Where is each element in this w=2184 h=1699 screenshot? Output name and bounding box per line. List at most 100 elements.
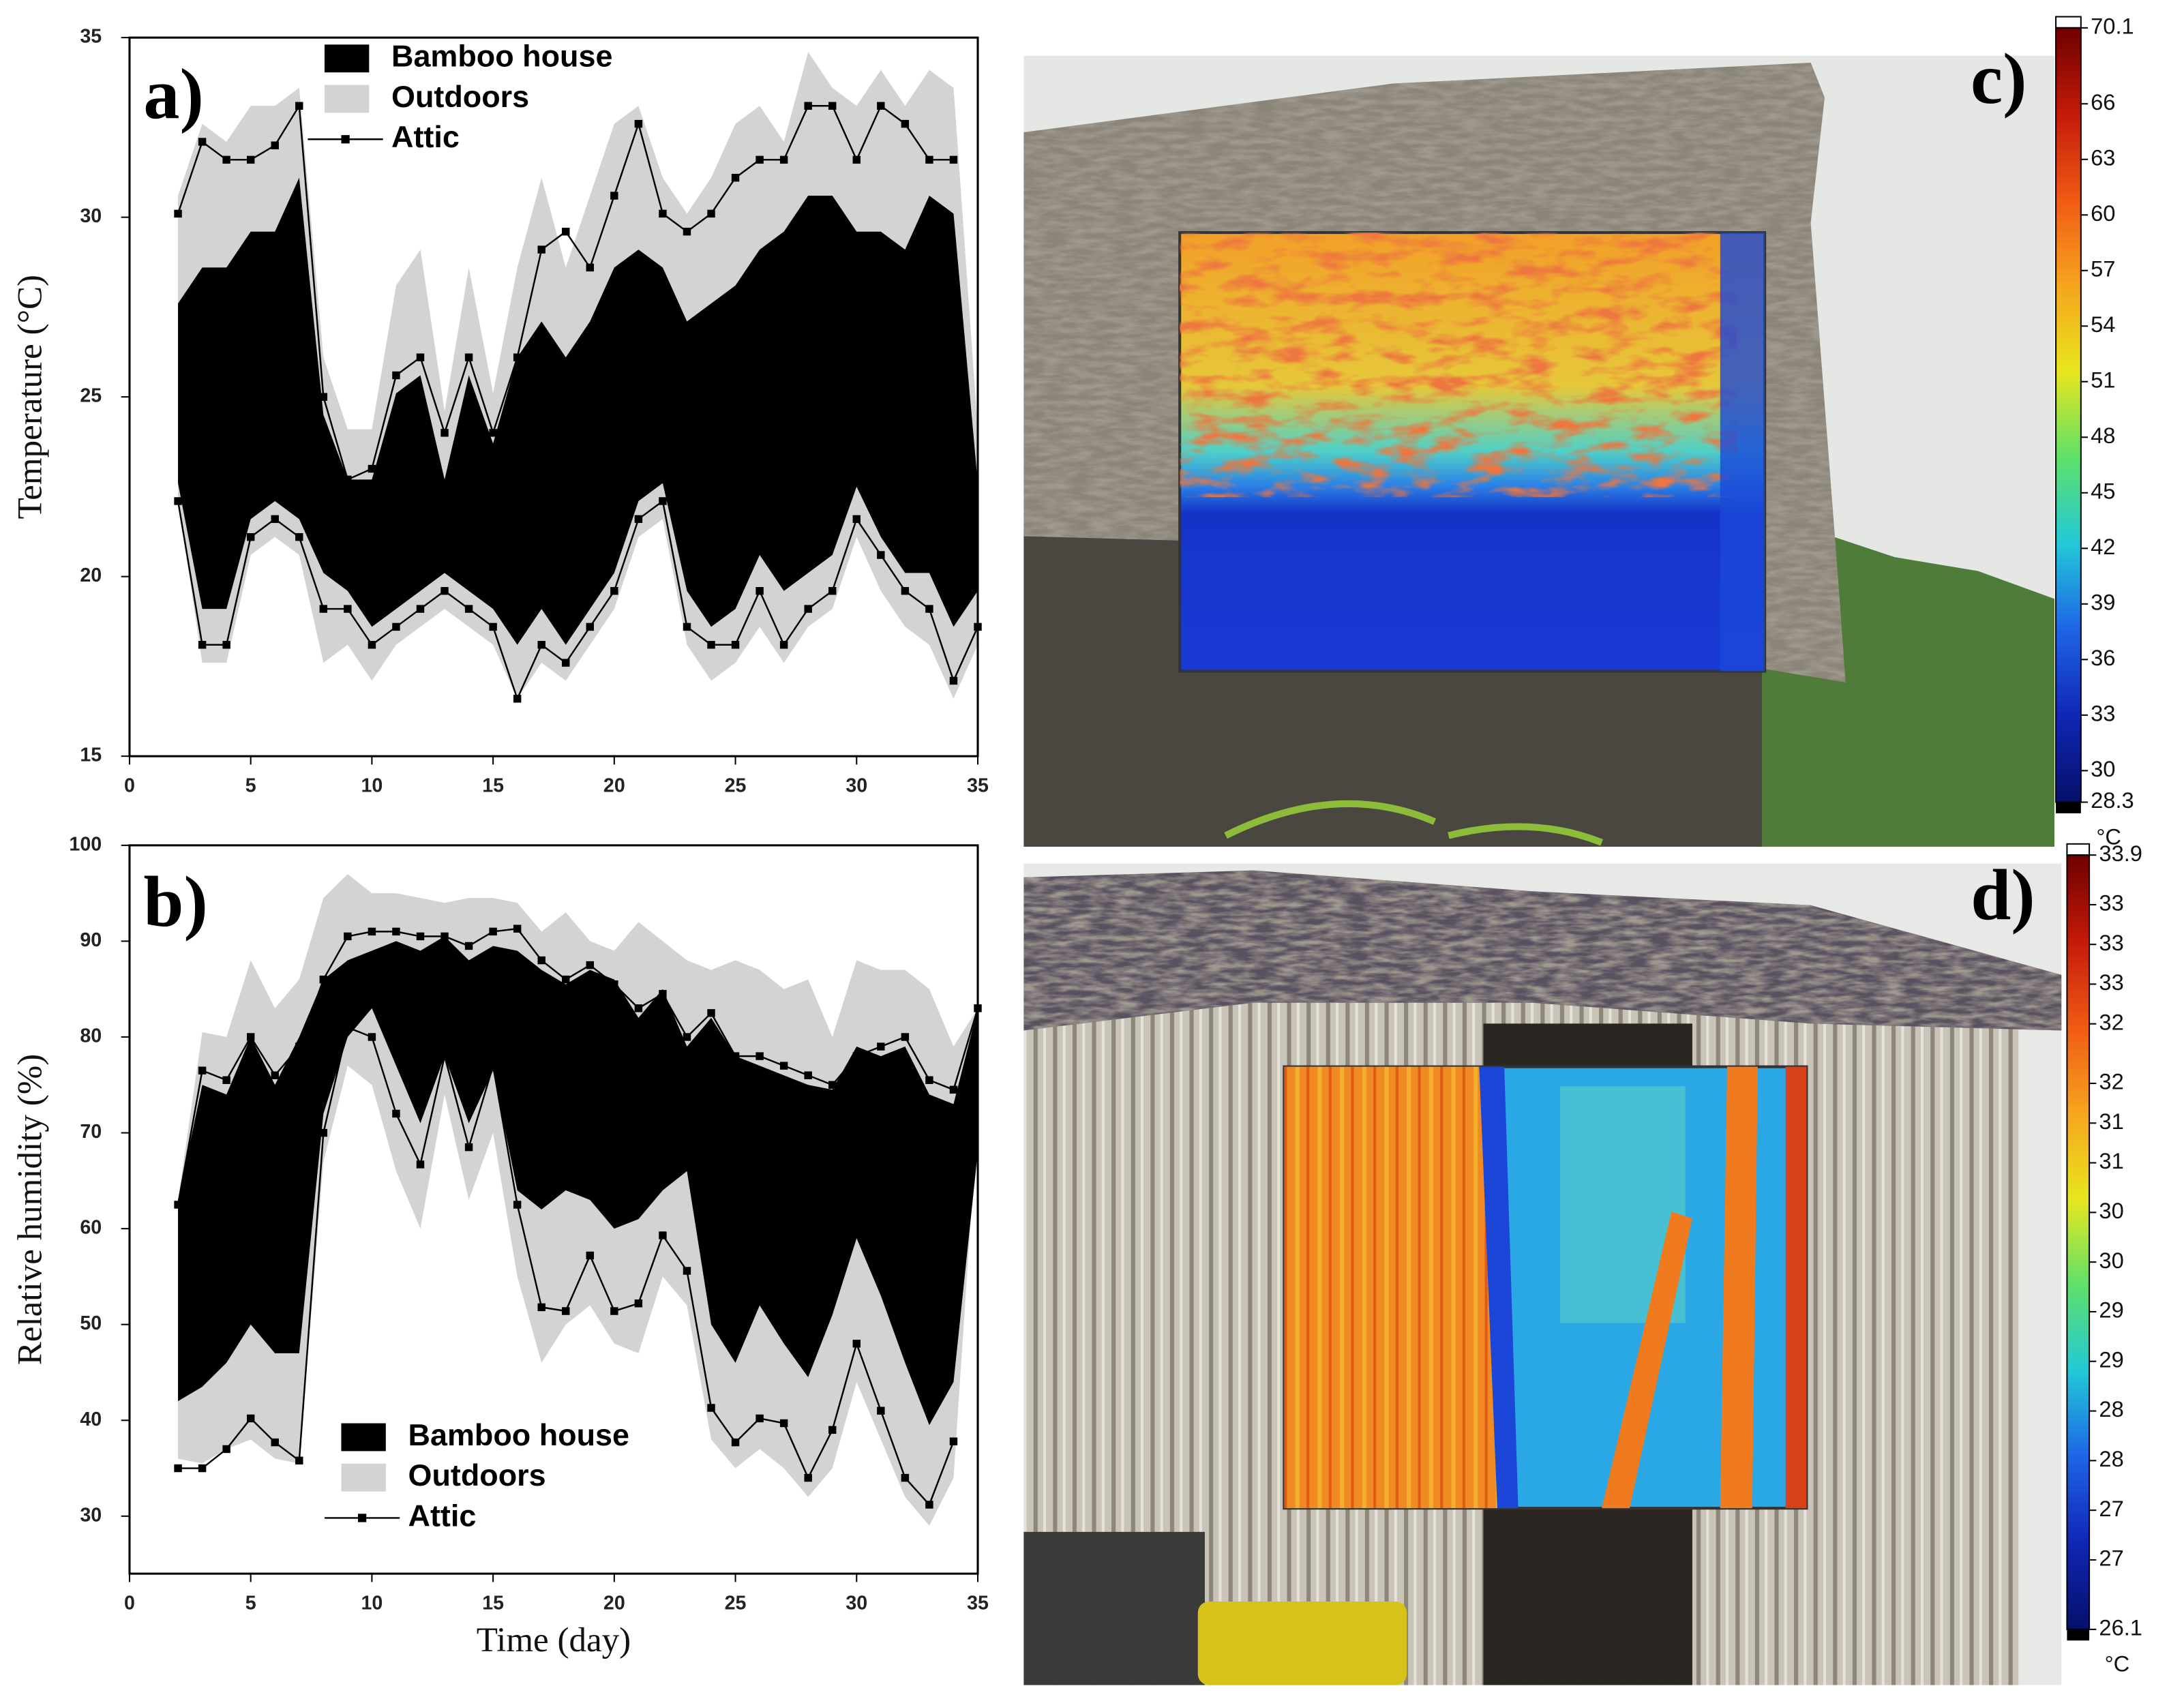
attic-marker <box>610 1307 618 1315</box>
attic-marker <box>489 429 497 437</box>
attic-marker <box>392 371 400 380</box>
colorbar-tick-label: 51 <box>2091 367 2115 392</box>
attic-marker <box>295 532 303 541</box>
x-tick-label: 15 <box>482 775 504 797</box>
attic-marker <box>246 155 255 164</box>
colorbar-tick-label: 29 <box>2099 1297 2123 1323</box>
legend-marker <box>357 1514 367 1522</box>
y-axis-title: Relative humidity (%) <box>11 1054 50 1365</box>
attic-marker <box>416 353 425 361</box>
attic-marker <box>828 102 837 110</box>
attic-marker <box>174 1201 182 1209</box>
y-tick-label: 30 <box>80 205 102 227</box>
attic-marker <box>901 1033 910 1041</box>
colorbar-tick-label: 39 <box>2091 589 2115 614</box>
attic-marker <box>416 932 425 941</box>
legend-label: Attic <box>391 119 460 154</box>
colorbar-tick-label: 28.3 <box>2091 787 2134 813</box>
attic-marker <box>586 622 595 631</box>
colorbar-unit: °C <box>2096 824 2121 849</box>
attic-marker <box>634 119 643 128</box>
x-tick-label: 30 <box>846 1593 867 1614</box>
attic-marker <box>319 393 328 401</box>
attic-marker <box>513 924 522 933</box>
attic-marker <box>756 587 764 595</box>
y-tick-label: 70 <box>80 1121 102 1143</box>
range-band <box>178 874 978 1526</box>
objects <box>1023 1531 1205 1685</box>
legend-marker <box>341 135 350 144</box>
attic-marker <box>440 429 449 437</box>
legend-label: Attic <box>408 1498 477 1533</box>
colorbar-tick-label: 33 <box>2099 890 2123 916</box>
attic-marker <box>586 1251 595 1260</box>
attic-marker <box>198 1066 207 1074</box>
attic-marker <box>344 605 352 613</box>
attic-marker <box>877 102 885 110</box>
attic-marker <box>537 641 545 649</box>
attic-marker <box>489 927 497 936</box>
attic-marker <box>392 1109 400 1118</box>
x-tick-label: 35 <box>967 775 989 797</box>
attic-line <box>177 927 979 1205</box>
attic-marker <box>925 155 933 164</box>
attic-marker <box>513 353 522 361</box>
attic-marker <box>634 1299 643 1308</box>
attic-marker <box>246 1033 255 1041</box>
colorbar-tick-label: 57 <box>2091 256 2115 281</box>
y-axis-title: Temperature (°C) <box>11 275 50 519</box>
attic-marker <box>368 464 376 473</box>
attic-marker <box>198 1464 207 1473</box>
colorbar-tick-label: 33 <box>2099 969 2123 995</box>
x-tick-label: 25 <box>725 775 747 797</box>
y-tick-label: 40 <box>80 1409 102 1430</box>
colorbar-tick-label: 28 <box>2099 1446 2123 1471</box>
attic-marker <box>222 641 230 649</box>
colorbar-top-cap <box>2055 16 2082 29</box>
yellow-bag <box>1197 1602 1407 1685</box>
legend-label: Bamboo house <box>391 39 612 74</box>
attic-marker <box>756 155 764 164</box>
colorbar: 70.1 66 63 60 57 54 51 48 45 42 39 36 33 30 28.3 °C c) <box>1971 13 2134 849</box>
attic-marker <box>537 245 545 254</box>
leaves <box>1224 800 1604 846</box>
y-tick-label: 50 <box>80 1312 102 1334</box>
colorbar-tick-label: 31 <box>2099 1148 2123 1173</box>
attic-marker <box>828 587 837 595</box>
colorbar-tick-label: 30 <box>2099 1248 2123 1273</box>
attic-marker <box>174 497 182 505</box>
y-tick-label: 25 <box>80 385 102 407</box>
attic-marker <box>683 1033 691 1041</box>
attic-marker <box>222 155 230 164</box>
x-tick-label: 35 <box>967 1593 989 1614</box>
x-tick-label: 20 <box>603 1593 625 1614</box>
attic-marker <box>368 927 376 936</box>
attic-marker <box>562 659 570 667</box>
attic-marker <box>174 209 182 218</box>
attic-marker <box>756 1052 764 1060</box>
thermal-ladder <box>1602 1212 1692 1509</box>
attic-marker <box>537 1303 545 1312</box>
attic-marker <box>852 1052 861 1060</box>
colorbar-tick-label: 54 <box>2091 312 2115 337</box>
y-tick-label: 80 <box>80 1025 102 1047</box>
panel-label: c) <box>1971 38 2027 119</box>
attic-marker <box>659 497 667 505</box>
legend-swatch <box>324 44 370 73</box>
attic-marker <box>464 942 473 950</box>
attic-marker <box>756 1414 764 1423</box>
thermal-hot-wall <box>1284 1066 1497 1509</box>
panel-label: a) <box>143 53 203 134</box>
x-tick-label: 0 <box>124 775 135 797</box>
attic-marker <box>707 641 715 649</box>
y-tick-label: 60 <box>80 1217 102 1239</box>
attic-marker <box>537 956 545 965</box>
x-tick-label: 5 <box>245 775 256 797</box>
legend-swatch <box>341 1423 386 1452</box>
colorbar-unit: °C <box>2105 1651 2130 1677</box>
attic-marker <box>610 192 618 200</box>
attic-marker <box>852 155 861 164</box>
x-tick-label: 30 <box>846 775 867 797</box>
colorbar-tick-label: 30 <box>2099 1198 2123 1223</box>
